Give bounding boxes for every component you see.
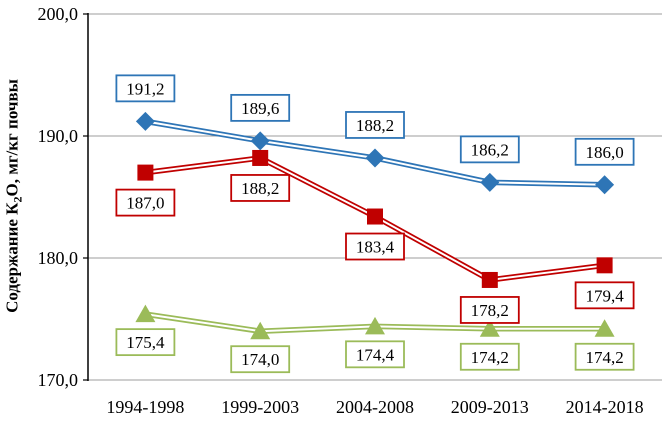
series-blue-diamond-marker bbox=[595, 175, 615, 195]
series-blue-diamond-marker bbox=[250, 131, 270, 151]
series-red-square-data-label: 179,4 bbox=[585, 286, 624, 305]
series-red-square-marker bbox=[367, 208, 383, 225]
series-red-square-data-label-box bbox=[230, 174, 291, 202]
series-green-triangle-marker bbox=[135, 304, 156, 323]
x-tick-label: 2004-2008 bbox=[336, 397, 414, 417]
series-green-triangle-marker bbox=[250, 321, 271, 340]
x-tick-label: 2014-2018 bbox=[566, 397, 644, 417]
series-blue-diamond-data-label: 186,2 bbox=[471, 140, 509, 159]
series-red-square-data-label-box bbox=[115, 188, 176, 217]
series-red-square-data-label-box bbox=[345, 232, 405, 261]
series-blue-diamond-data-label-box bbox=[459, 135, 520, 164]
series-green-triangle-data-label: 174,4 bbox=[356, 345, 395, 364]
series-red-square-data-label: 183,4 bbox=[356, 238, 395, 257]
x-tick-label: 1994-1998 bbox=[106, 397, 184, 417]
series-blue-diamond-marker bbox=[480, 172, 500, 192]
series-blue-diamond-marker bbox=[135, 111, 155, 131]
y-tick-label: 190,0 bbox=[38, 126, 79, 146]
series-red-square-data-label: 178,2 bbox=[471, 301, 509, 320]
series-blue-diamond-marker bbox=[365, 148, 385, 168]
series-blue-diamond-data-label: 189,6 bbox=[241, 99, 279, 118]
series-red-square-marker bbox=[137, 164, 154, 181]
series-blue-diamond-data-label: 191,2 bbox=[126, 79, 164, 98]
series-red-square-data-label: 188,2 bbox=[241, 179, 279, 198]
y-axis-title-sub: 2 bbox=[10, 196, 25, 203]
series-blue-diamond-data-label: 186,0 bbox=[585, 143, 623, 162]
x-tick-label: 2009-2013 bbox=[451, 397, 529, 417]
series-red-square-data-label: 187,0 bbox=[126, 194, 164, 213]
series-blue-diamond-data-label-box bbox=[574, 137, 635, 166]
series-green-triangle-marker bbox=[365, 316, 385, 335]
series-green-triangle-marker bbox=[594, 319, 615, 337]
series-blue-diamond-data-label-box bbox=[230, 93, 291, 122]
x-tick-label: 1999-2003 bbox=[221, 397, 299, 417]
series-blue-diamond-data-label-box bbox=[345, 111, 405, 139]
y-tick-label: 200,0 bbox=[38, 4, 79, 24]
series-red-square-marker bbox=[252, 149, 269, 166]
y-axis-title-prefix: Содержание К bbox=[2, 202, 22, 313]
y-axis-title: Содержание К2О, мг/кг почвы bbox=[2, 79, 25, 313]
series-red-square-data-label-box bbox=[459, 296, 520, 324]
series-red-square-marker bbox=[481, 271, 498, 288]
series-green-triangle-data-label-box bbox=[574, 342, 635, 371]
series-blue-diamond-data-label-box bbox=[115, 74, 176, 103]
series-green-triangle-marker bbox=[479, 319, 500, 337]
y-axis-title-suffix: О, мг/кг почвы bbox=[2, 79, 22, 197]
series-green-triangle-data-label-box bbox=[230, 345, 291, 374]
series-green-triangle-data-label-box bbox=[345, 340, 405, 369]
series-green-triangle-data-label-box bbox=[115, 328, 176, 357]
series-red-square-data-label-box bbox=[574, 281, 635, 310]
series-green-triangle-data-label: 174,0 bbox=[241, 350, 279, 369]
series-blue-diamond-data-label: 188,2 bbox=[356, 116, 394, 135]
series-green-triangle-data-label: 175,4 bbox=[126, 333, 165, 352]
y-tick-label: 180,0 bbox=[38, 248, 79, 268]
series-green-triangle-data-label: 174,2 bbox=[471, 348, 509, 367]
y-tick-label: 170,0 bbox=[38, 370, 79, 390]
series-green-triangle-data-label: 174,2 bbox=[585, 348, 623, 367]
series-red-square-marker bbox=[596, 257, 613, 274]
series-green-triangle-data-label-box bbox=[459, 342, 520, 371]
